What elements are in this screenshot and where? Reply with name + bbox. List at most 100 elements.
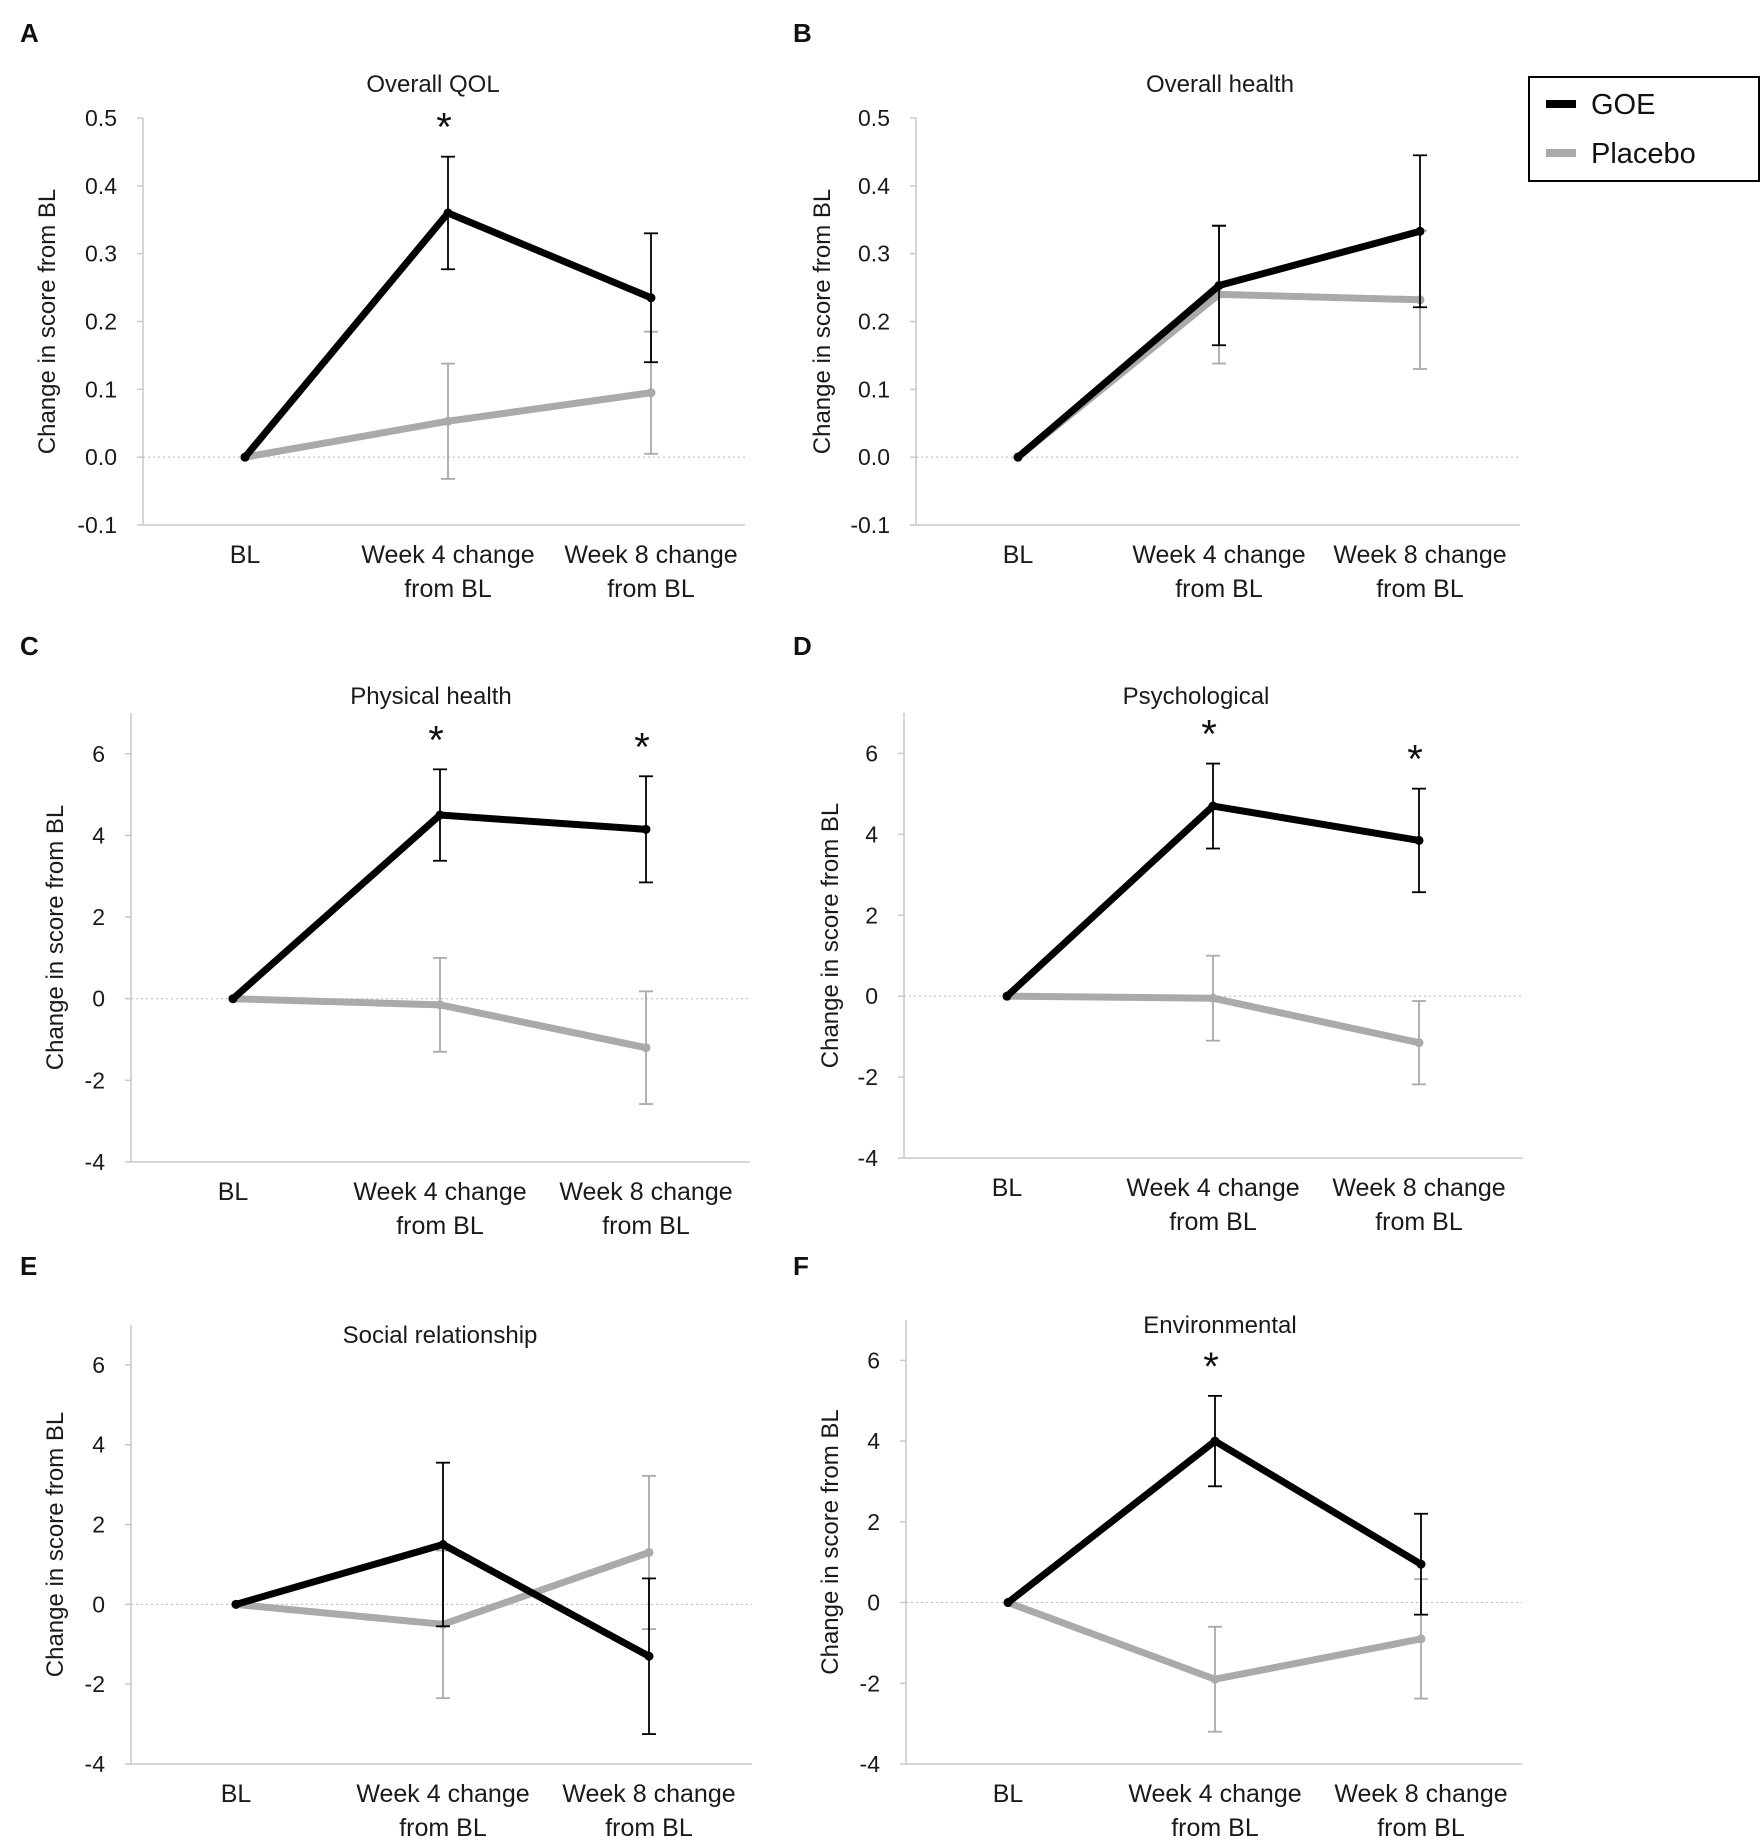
x-category-label: Week 4 change from BL: [356, 1780, 529, 1842]
y-tick-label: 4: [92, 1432, 105, 1458]
data-point-placebo: [646, 388, 656, 398]
y-tick-label: -0.1: [850, 512, 890, 538]
panel-letter: D: [793, 631, 812, 661]
significance-star: *: [436, 106, 452, 150]
y-tick-label: 0: [92, 986, 105, 1012]
chart-title: Overall health: [1146, 71, 1294, 98]
data-point-goe: [228, 994, 238, 1004]
x-category-line: BL: [992, 1174, 1023, 1202]
y-tick-label: 0: [867, 1590, 880, 1616]
chart-title: Environmental: [1143, 1312, 1296, 1339]
data-point-goe: [1002, 991, 1012, 1001]
y-tick-label: 0.0: [858, 444, 890, 470]
y-tick-label: -4: [860, 1751, 881, 1777]
x-category-line: BL: [218, 1178, 249, 1206]
y-tick-label: 0: [92, 1591, 105, 1617]
y-tick-label: 2: [865, 902, 878, 928]
x-category-label: Week 4 change from BL: [1126, 1174, 1299, 1236]
data-point-goe: [1013, 452, 1023, 462]
y-tick-label: 2: [92, 904, 105, 930]
x-category-line: BL: [230, 541, 261, 569]
x-category-label: Week 8 change from BL: [1333, 541, 1506, 603]
x-category-label: BL: [221, 1780, 252, 1808]
y-tick-label: 4: [865, 821, 878, 847]
y-tick-label: 0.4: [85, 173, 117, 199]
y-axis-label: Change in score from BL: [817, 1409, 844, 1674]
y-tick-label: -2: [85, 1671, 105, 1697]
panel-f: F Environmental -4 -2 0 2 4 6 Change in score fr…: [793, 1251, 1522, 1842]
legend-label-goe: GOE: [1591, 89, 1655, 121]
x-category-line: from BL: [605, 1814, 693, 1842]
y-tick-label: 0.2: [85, 309, 117, 335]
data-point-goe: [646, 293, 656, 303]
x-category-line: Week 4 change: [356, 1780, 529, 1808]
y-axis-label: Change in score from BL: [42, 805, 69, 1070]
y-tick-label: -0.1: [77, 512, 117, 538]
data-point-placebo: [1210, 1674, 1220, 1684]
panel-d: D Psychological -4 -2 0 2 4 6 Change in score fr…: [793, 631, 1523, 1236]
data-point-goe: [644, 1651, 654, 1661]
y-tick-label: 0.5: [858, 105, 890, 131]
y-tick-label: 0.1: [858, 376, 890, 402]
panel-e: E Social relationship -4 -2 0 2 4 6 Change in sc…: [20, 1251, 752, 1842]
y-axis-label: Change in score from BL: [809, 189, 836, 454]
x-category-line: Week 4 change: [1128, 1780, 1301, 1808]
panel-letter: C: [20, 631, 39, 661]
y-tick-label: 0.3: [858, 241, 890, 267]
panel-letter: F: [793, 1251, 809, 1281]
y-tick-label: 6: [867, 1347, 880, 1373]
data-point-goe: [1210, 1436, 1220, 1446]
chart-title: Social relationship: [343, 1322, 538, 1349]
data-point-goe: [1414, 835, 1424, 845]
significance-star: *: [1203, 1345, 1219, 1389]
x-category-label: BL: [218, 1178, 249, 1206]
y-tick-label: -4: [858, 1145, 879, 1171]
y-tick-label: 0: [865, 983, 878, 1009]
y-tick-label: 0.3: [85, 241, 117, 267]
x-category-label: BL: [992, 1174, 1023, 1202]
data-point-goe: [1208, 801, 1218, 811]
data-point-goe: [438, 1540, 448, 1549]
y-tick-label: -4: [85, 1149, 106, 1175]
x-category-label: Week 4 change from BL: [353, 1178, 526, 1240]
x-category-line: Week 4 change: [361, 541, 534, 569]
y-tick-label: 2: [92, 1512, 105, 1538]
significance-star: *: [428, 718, 444, 762]
data-point-goe: [435, 810, 445, 820]
data-point-placebo: [1208, 993, 1218, 1003]
panels: A Overall QOL -0.1 0.0 0.1 0.2 0.3 0.4 0.5 Change…: [20, 18, 1523, 1842]
y-tick-label: 6: [92, 741, 105, 767]
x-category-line: from BL: [1175, 575, 1263, 603]
y-axis-label: Change in score from BL: [34, 189, 61, 454]
y-tick-label: 4: [867, 1428, 880, 1454]
data-point-goe: [1416, 1559, 1426, 1569]
x-category-label: Week 8 change from BL: [564, 541, 737, 603]
y-tick-label: 6: [865, 740, 878, 766]
data-point-placebo: [641, 1043, 651, 1053]
data-point-placebo: [644, 1547, 654, 1557]
x-category-line: Week 8 change: [564, 541, 737, 569]
y-tick-label: 0.5: [85, 105, 117, 131]
y-tick-label: 4: [92, 822, 105, 848]
x-category-line: from BL: [399, 1814, 487, 1842]
y-tick-label: -2: [85, 1067, 105, 1093]
y-tick-label: -2: [858, 1064, 878, 1090]
y-tick-label: -4: [85, 1751, 106, 1777]
x-category-label: Week 8 change from BL: [559, 1178, 732, 1240]
x-category-line: from BL: [607, 575, 695, 603]
significance-star: *: [1201, 713, 1217, 757]
legend: GOE Placebo: [1528, 76, 1760, 182]
y-tick-label: -2: [860, 1670, 880, 1696]
legend-label-placebo: Placebo: [1591, 138, 1696, 170]
data-point-placebo: [1414, 1038, 1424, 1048]
panel-a: A Overall QOL -0.1 0.0 0.1 0.2 0.3 0.4 0.5 Change…: [20, 18, 745, 603]
y-tick-label: 0.4: [858, 173, 890, 199]
panel-b: B Overall health -0.1 0.0 0.1 0.2 0.3 0.4 0.5 Cha…: [793, 18, 1520, 603]
x-category-line: Week 8 change: [1333, 541, 1506, 569]
x-category-line: from BL: [1376, 575, 1464, 603]
x-category-line: Week 8 change: [562, 1780, 735, 1808]
x-category-line: Week 8 change: [559, 1178, 732, 1206]
panel-letter: E: [20, 1251, 37, 1281]
x-category-line: Week 4 change: [353, 1178, 526, 1206]
